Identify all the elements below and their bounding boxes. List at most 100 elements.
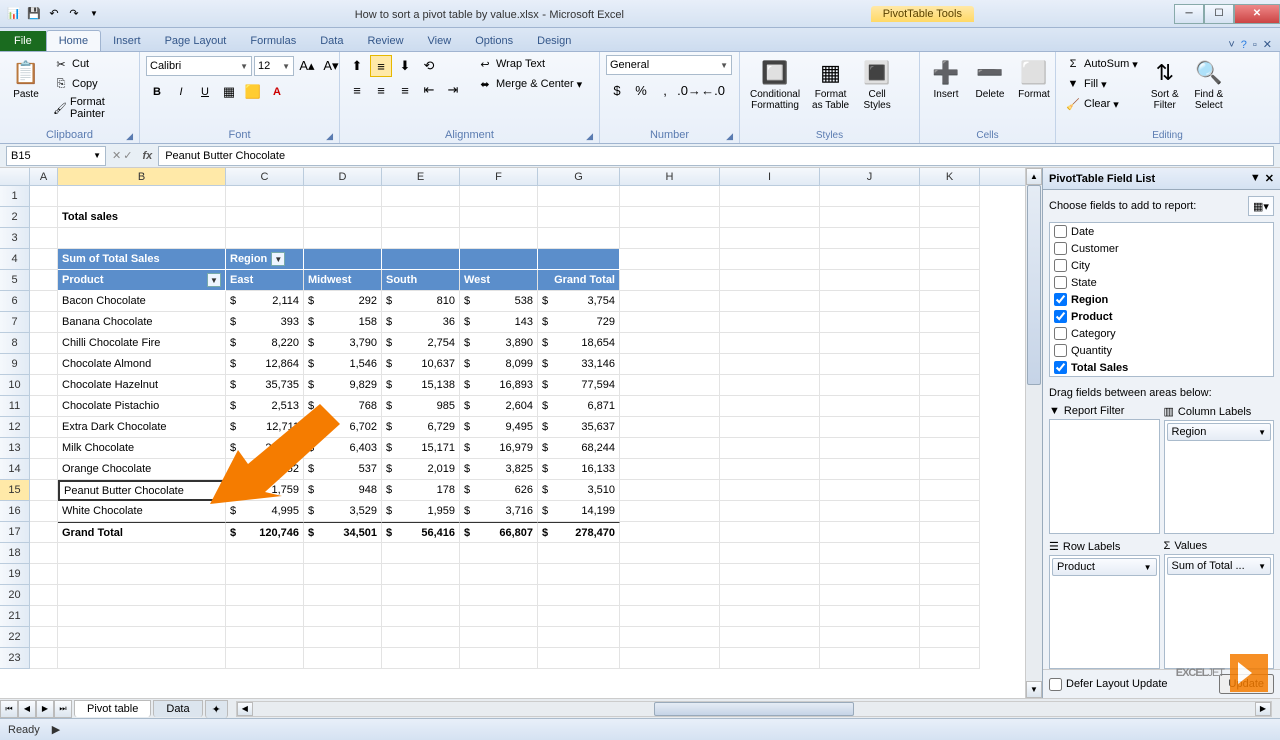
field-item[interactable]: Region [1050,291,1273,308]
font-launcher-icon[interactable]: ◢ [326,131,333,142]
dec-decimal-icon[interactable]: ←.0 [702,79,724,101]
update-button[interactable]: Update [1219,674,1274,694]
find-select-button[interactable]: 🔍Find & Select [1189,55,1229,113]
qat-dropdown-icon[interactable]: ▼ [86,6,102,22]
align-bottom-icon[interactable]: ⬇ [394,55,416,77]
field-item[interactable]: Product [1050,308,1273,325]
field-item[interactable]: City [1050,257,1273,274]
conditional-formatting-button[interactable]: 🔲Conditional Formatting [746,55,804,113]
delete-cells-button[interactable]: ➖Delete [970,55,1010,102]
number-format-combo[interactable]: General▼ [606,55,732,75]
field-item[interactable]: Date [1050,223,1273,240]
tab-insert[interactable]: Insert [101,31,153,51]
scroll-down-icon[interactable]: ▼ [1026,681,1042,698]
tab-view[interactable]: View [416,31,464,51]
tab-options[interactable]: Options [463,31,525,51]
macro-icon[interactable]: ▶ [52,723,60,736]
restore-workbook-icon[interactable]: ▫ [1253,39,1257,51]
align-center-icon[interactable]: ≡ [370,79,392,101]
wrap-text-button[interactable]: ↩Wrap Text [474,55,585,73]
horizontal-scrollbar[interactable]: ◀ ▶ [236,701,1272,717]
font-name-combo[interactable]: Calibri▼ [146,56,252,76]
worksheet[interactable]: A B C D E F G H I J K 12Total sales34Sum… [0,168,1025,698]
formula-input[interactable]: Peanut Butter Chocolate [158,146,1274,166]
number-launcher-icon[interactable]: ◢ [726,131,733,142]
field-list-view-button[interactable]: ▦▾ [1248,196,1274,216]
last-sheet-icon[interactable]: ⏭ [54,700,72,718]
scroll-thumb[interactable] [1027,185,1041,385]
col-header[interactable]: I [720,168,820,185]
italic-icon[interactable]: I [170,81,192,103]
cancel-formula-icon[interactable]: ✕ [112,149,121,162]
col-header[interactable]: E [382,168,460,185]
field-item[interactable]: Total Sales [1050,359,1273,376]
fx-icon[interactable]: fx [136,150,158,162]
col-header[interactable]: G [538,168,620,185]
tab-file[interactable]: File [0,31,46,51]
tab-formulas[interactable]: Formulas [238,31,308,51]
values-box[interactable]: Sum of Total ...▼ [1164,554,1275,669]
enter-formula-icon[interactable]: ✓ [123,149,132,162]
close-button[interactable] [1234,4,1280,24]
format-cells-button[interactable]: ⬜Format [1014,55,1054,102]
sheet-tab[interactable]: Data [153,700,202,717]
field-list-close-icon[interactable]: ✕ [1265,172,1274,185]
name-box[interactable]: B15▼ [6,146,106,166]
col-header[interactable]: B [58,168,226,185]
insert-cells-button[interactable]: ➕Insert [926,55,966,102]
next-sheet-icon[interactable]: ▶ [36,700,54,718]
inc-decimal-icon[interactable]: .0→ [678,79,700,101]
cut-button[interactable]: ✂Cut [50,55,133,73]
undo-icon[interactable]: ↶ [46,6,62,22]
sheet-tab-active[interactable]: Pivot table [74,700,151,717]
sort-filter-button[interactable]: ⇅Sort & Filter [1145,55,1185,113]
col-header[interactable]: D [304,168,382,185]
field-item[interactable]: Category [1050,325,1273,342]
hscroll-thumb[interactable] [654,702,854,716]
excel-icon[interactable]: 📊 [6,6,22,22]
field-item[interactable]: Customer [1050,240,1273,257]
clear-button[interactable]: 🧹Clear ▾ [1062,95,1141,113]
col-header[interactable]: A [30,168,58,185]
scroll-right-icon[interactable]: ▶ [1255,702,1271,716]
font-color-icon[interactable]: A [266,81,288,103]
accounting-icon[interactable]: $ [606,79,628,101]
field-item[interactable]: State [1050,274,1273,291]
tab-page-layout[interactable]: Page Layout [153,31,239,51]
col-header[interactable]: J [820,168,920,185]
bold-icon[interactable]: B [146,81,168,103]
row-labels-box[interactable]: Product▼ [1049,555,1160,669]
report-filter-box[interactable] [1049,419,1160,534]
redo-icon[interactable]: ↷ [66,6,82,22]
tab-design[interactable]: Design [525,31,583,51]
orientation-icon[interactable]: ⟲ [418,55,440,77]
format-painter-button[interactable]: 🖌Format Painter [50,95,133,121]
format-as-table-button[interactable]: ▦Format as Table [808,55,853,113]
clipboard-launcher-icon[interactable]: ◢ [126,131,133,142]
col-header[interactable]: F [460,168,538,185]
percent-icon[interactable]: % [630,79,652,101]
border-icon[interactable]: ▦ [218,81,240,103]
field-list-dropdown-icon[interactable]: ▼ [1250,172,1261,185]
copy-button[interactable]: ⎘Copy [50,75,133,93]
first-sheet-icon[interactable]: ⏮ [0,700,18,718]
tab-review[interactable]: Review [355,31,415,51]
defer-checkbox[interactable] [1049,678,1062,691]
col-header[interactable]: C [226,168,304,185]
align-top-icon[interactable]: ⬆ [346,55,368,77]
alignment-launcher-icon[interactable]: ◢ [586,131,593,142]
minimize-button[interactable] [1174,4,1204,24]
help-icon[interactable]: ? [1241,39,1247,51]
merge-center-button[interactable]: ⬌Merge & Center ▾ [474,75,585,93]
comma-icon[interactable]: , [654,79,676,101]
area-pill[interactable]: Region▼ [1167,423,1272,441]
vertical-scrollbar[interactable]: ▲ ▼ [1025,168,1042,698]
field-item[interactable]: Quantity [1050,342,1273,359]
tab-home[interactable]: Home [46,30,101,51]
cell-styles-button[interactable]: 🔳Cell Styles [857,55,897,113]
underline-icon[interactable]: U [194,81,216,103]
minimize-ribbon-icon[interactable]: ˅ [1228,39,1234,51]
fill-button[interactable]: ▼Fill ▾ [1062,75,1141,93]
new-sheet-icon[interactable]: ✦ [205,700,228,718]
align-right-icon[interactable]: ≡ [394,79,416,101]
